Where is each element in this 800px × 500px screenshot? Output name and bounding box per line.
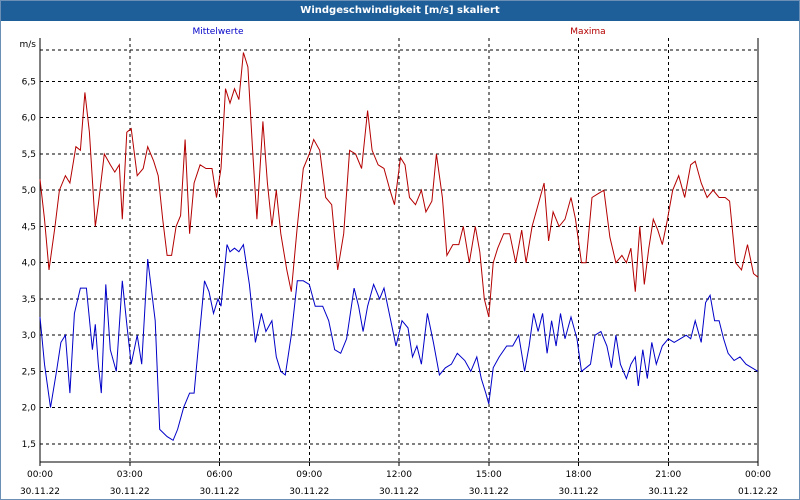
x-tick-time: 15:00 xyxy=(476,470,502,480)
y-tick-label: 3,5 xyxy=(22,295,36,305)
x-tick-time: 00:00 xyxy=(27,470,53,480)
chart-title: Windgeschwindigkeit [m/s] skaliert xyxy=(1,1,799,21)
y-axis-label: m/s xyxy=(20,40,37,50)
grid xyxy=(40,38,758,462)
series-line-mittelwerte xyxy=(39,243,759,442)
x-tick-date: 30.11.22 xyxy=(110,487,150,497)
x-tick-date: 30.11.22 xyxy=(199,487,239,497)
x-tick-date: 30.11.22 xyxy=(558,487,598,497)
axis-labels: 1,5 2,0 2,5 3,0 3,5 4,0 4,5 5,0 5,5 6,0 6,5 00:00 30… xyxy=(20,27,779,497)
y-tick-label: 1,5 xyxy=(22,440,36,450)
y-tick-label: 2,5 xyxy=(22,367,36,377)
x-tick-date: 30.11.22 xyxy=(20,487,60,497)
x-tick-time: 18:00 xyxy=(566,470,592,480)
series-line-maxima xyxy=(39,52,759,318)
axes xyxy=(39,38,759,466)
x-tick-date: 01.12.22 xyxy=(738,487,778,497)
x-tick-date: 30.11.22 xyxy=(379,487,419,497)
y-tick-label: 3,0 xyxy=(22,331,37,341)
x-tick-time: 03:00 xyxy=(117,470,143,480)
x-tick-time: 06:00 xyxy=(207,470,233,480)
x-tick-date: 30.11.22 xyxy=(648,487,688,497)
y-tick-label: 6,5 xyxy=(22,77,36,87)
legend-entry-mittelwerte: Mittelwerte xyxy=(192,27,243,37)
y-tick-label: 5,5 xyxy=(22,150,36,160)
x-tick-time: 12:00 xyxy=(386,470,412,480)
y-tick-label: 4,0 xyxy=(22,259,37,269)
x-tick-date: 30.11.22 xyxy=(289,487,329,497)
series-layer xyxy=(39,52,759,442)
y-tick-label: 5,0 xyxy=(22,186,37,196)
x-tick-time: 21:00 xyxy=(655,470,681,480)
x-tick-date: 30.11.22 xyxy=(469,487,509,497)
y-tick-label: 6,0 xyxy=(22,114,37,124)
x-tick-time: 09:00 xyxy=(296,470,322,480)
y-tick-label: 2,0 xyxy=(22,404,37,414)
legend-entry-maxima: Maxima xyxy=(570,27,605,37)
y-tick-label: 4,5 xyxy=(22,222,36,232)
x-tick-time: 00:00 xyxy=(745,470,771,480)
